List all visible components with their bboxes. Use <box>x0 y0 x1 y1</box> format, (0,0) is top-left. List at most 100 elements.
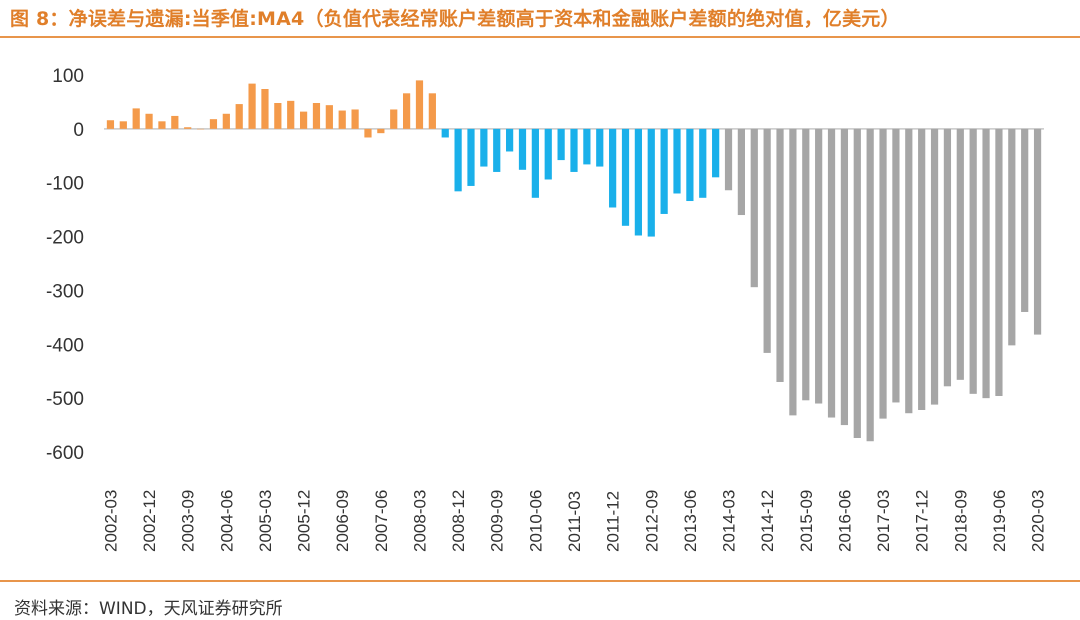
x-tick-label: 2008-03 <box>410 490 429 552</box>
bar-2004-12 <box>248 83 256 129</box>
bar-2009-12 <box>506 128 514 152</box>
x-tick-label: 2004-06 <box>217 490 236 552</box>
bar-2010-06 <box>531 128 539 198</box>
x-tick-label: 2011-12 <box>604 491 623 552</box>
y-tick-label: 100 <box>52 66 84 87</box>
bar-2013-12 <box>712 128 720 178</box>
bar-2010-12 <box>557 128 565 161</box>
x-tick-label: 2005-12 <box>295 490 314 552</box>
bar-2018-09 <box>956 128 964 380</box>
x-tick-label: 2013-06 <box>681 490 700 552</box>
bar-2003-06 <box>171 115 179 129</box>
bar-2017-03 <box>879 128 887 419</box>
x-tick-label: 2002-12 <box>140 490 159 552</box>
y-axis-ticks: 100 0 -100 -200 -300 -400 -500 -600 <box>46 66 84 464</box>
bar-2011-06 <box>583 128 591 165</box>
bar-2005-06 <box>274 103 282 129</box>
x-tick-label: 2016-06 <box>835 490 854 552</box>
bar-2011-03 <box>570 128 578 172</box>
x-tick-label: 2014-12 <box>758 490 777 552</box>
x-tick-label: 2017-12 <box>913 490 932 552</box>
bar-2006-09 <box>338 110 346 129</box>
bar-2015-06 <box>789 128 797 416</box>
bar-2016-06 <box>840 128 849 426</box>
bar-2005-03 <box>261 89 269 129</box>
bar-2017-09 <box>905 128 913 414</box>
bar-2013-03 <box>673 128 681 194</box>
bar-2019-12 <box>1021 128 1029 312</box>
y-tick-label: -400 <box>46 335 84 356</box>
y-tick-label: -300 <box>46 281 84 302</box>
bar-2004-03 <box>209 119 218 129</box>
bar-2010-03 <box>518 128 527 170</box>
bar-2008-03 <box>415 80 424 129</box>
bar-2011-09 <box>596 128 604 167</box>
bar-2012-03 <box>621 128 630 226</box>
bar-2017-12 <box>918 128 926 410</box>
x-axis-ticks: 2002-03 2002-12 2003-09 2004-06 2005-03 2005-… <box>101 490 1047 552</box>
bar-2006-03 <box>312 103 321 129</box>
bar-2015-03 <box>776 128 784 382</box>
bar-2012-06 <box>634 128 642 236</box>
bar-2019-09 <box>1008 128 1016 346</box>
bar-2006-12 <box>351 109 359 129</box>
bar-2012-09 <box>647 128 655 237</box>
x-tick-label: 2006-09 <box>333 490 352 552</box>
bar-2016-12 <box>866 128 874 442</box>
bar-2010-09 <box>544 128 552 180</box>
y-tick-label: -600 <box>46 443 84 464</box>
bar-2018-06 <box>943 128 952 387</box>
bar-2003-12 <box>196 128 205 130</box>
x-tick-label: 2014-03 <box>720 490 739 552</box>
x-tick-label: 2012-09 <box>642 490 661 552</box>
x-tick-label: 2009-09 <box>488 490 507 552</box>
y-tick-label: -100 <box>46 174 84 195</box>
bar-2015-09 <box>802 128 810 401</box>
bar-2007-03 <box>364 128 372 138</box>
y-tick-label: 0 <box>73 120 84 141</box>
x-tick-label: 2008-12 <box>449 490 468 552</box>
bar-2004-09 <box>235 104 243 129</box>
bar-2002-03 <box>106 120 115 129</box>
bar-2005-12 <box>299 111 308 129</box>
bar-2020-03 <box>1033 128 1042 335</box>
bar-2011-12 <box>609 128 617 208</box>
chart-title: 图 8：净误差与遗漏:当季值:MA4（负值代表经常账户差额高于资本和金融账户差额… <box>10 8 900 30</box>
bar-2016-03 <box>827 128 836 418</box>
bar-2007-09 <box>390 109 398 129</box>
bar-series <box>106 80 1042 442</box>
bar-2008-09 <box>441 128 449 138</box>
bar-2015-12 <box>815 128 823 404</box>
bar-2019-03 <box>982 128 990 399</box>
bar-2017-06 <box>892 128 900 403</box>
bar-2014-03 <box>724 128 733 191</box>
bar-2004-06 <box>222 113 230 129</box>
source-note: 资料来源：WIND，天风证券研究所 <box>14 599 283 619</box>
footer-divider <box>0 580 1080 582</box>
bar-2003-03 <box>158 121 166 129</box>
x-tick-label: 2007-06 <box>372 490 391 552</box>
x-tick-label: 2002-03 <box>101 490 120 552</box>
bar-2009-03 <box>467 128 475 186</box>
bar-2009-06 <box>480 128 488 167</box>
bar-2006-06 <box>325 105 333 129</box>
bar-2016-09 <box>853 128 861 438</box>
x-tick-label: 2011-03 <box>565 491 584 552</box>
bar-2002-06 <box>119 121 127 129</box>
x-tick-label: 2020-03 <box>1029 490 1048 552</box>
bar-2002-09 <box>132 108 140 129</box>
bar-2018-12 <box>969 128 977 394</box>
x-tick-label: 2017-03 <box>874 490 893 552</box>
bar-2003-09 <box>184 127 192 129</box>
title-divider <box>0 36 1080 38</box>
x-tick-label: 2018-09 <box>951 490 970 552</box>
bar-2014-06 <box>737 128 746 216</box>
x-tick-label: 2015-09 <box>797 490 816 552</box>
x-tick-label: 2003-09 <box>179 490 198 552</box>
bar-2007-06 <box>377 128 385 134</box>
bar-2009-09 <box>493 128 501 172</box>
y-tick-label: -500 <box>46 389 84 410</box>
bar-2002-12 <box>145 113 153 129</box>
bar-2018-03 <box>930 128 939 405</box>
